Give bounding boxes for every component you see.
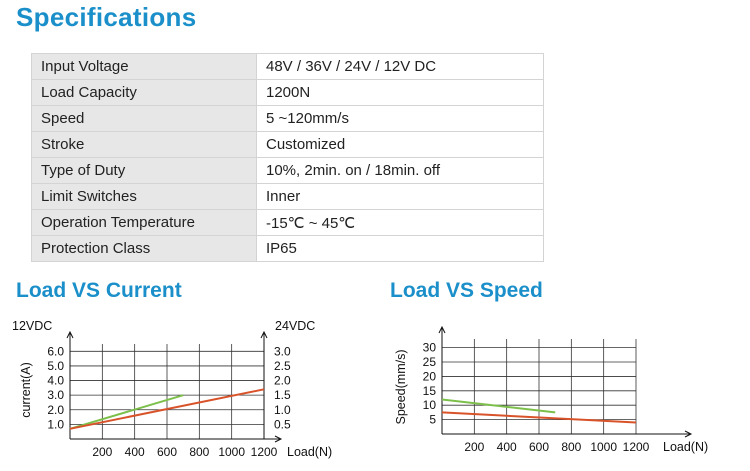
y-axis-label: current(A) bbox=[19, 362, 33, 418]
x-axis-arrow bbox=[684, 430, 693, 438]
spec-row: Protection Class IP65 bbox=[31, 235, 544, 262]
y-tick-label: 5 bbox=[429, 413, 436, 427]
y-tick-label: 30 bbox=[423, 341, 437, 355]
spec-label: Limit Switches bbox=[31, 183, 257, 210]
y-tick-label: 10 bbox=[423, 398, 437, 412]
spec-label: Load Capacity bbox=[31, 79, 257, 106]
x-tick-label: 400 bbox=[497, 440, 517, 454]
load-vs-current-heading: Load VS Current bbox=[16, 279, 182, 302]
series-line bbox=[441, 411, 637, 424]
load-vs-speed-heading: Load VS Speed bbox=[390, 279, 543, 302]
y2-tick-label: 2.5 bbox=[274, 359, 291, 373]
y-tick-label: 3.0 bbox=[47, 388, 64, 402]
right-axis-title: 24VDC bbox=[275, 319, 315, 333]
y2-tick-label: 2.0 bbox=[274, 374, 291, 388]
x-tick-label: 1000 bbox=[218, 445, 245, 459]
x-tick-label: 1000 bbox=[590, 440, 617, 454]
series-line bbox=[69, 388, 265, 430]
y-axis-arrow bbox=[438, 325, 446, 334]
y2-axis-arrow bbox=[260, 330, 268, 339]
specifications-heading: Specifications bbox=[16, 2, 197, 32]
spec-value: Customized bbox=[256, 131, 544, 158]
y2-tick-label: 3.0 bbox=[274, 344, 291, 358]
y-axis-arrow bbox=[66, 330, 74, 339]
x-axis-label: Load(N) bbox=[287, 445, 332, 459]
spec-value: IP65 bbox=[256, 235, 544, 262]
y-tick-label: 20 bbox=[423, 369, 437, 383]
left-axis-title: 12VDC bbox=[12, 319, 52, 333]
x-tick-label: 200 bbox=[464, 440, 484, 454]
series-line bbox=[69, 394, 184, 430]
x-tick-label: 1200 bbox=[623, 440, 650, 454]
y2-tick-label: 1.0 bbox=[274, 403, 291, 417]
spec-value: -15℃ ~ 45℃ bbox=[256, 209, 544, 236]
spec-value: 5 ~120mm/s bbox=[256, 105, 544, 132]
y-tick-label: 4.0 bbox=[47, 374, 64, 388]
series-line bbox=[441, 398, 556, 414]
specifications-table: Input Voltage 48V / 36V / 24V / 12V DC Loa… bbox=[31, 53, 544, 262]
x-tick-label: 600 bbox=[529, 440, 549, 454]
spec-value: Inner bbox=[256, 183, 544, 210]
spec-value: 10%, 2min. on / 18min. off bbox=[256, 157, 544, 184]
y-axis-label: Speed(mm/s) bbox=[394, 349, 408, 424]
y-tick-label: 1.0 bbox=[47, 417, 64, 431]
spec-row: Speed 5 ~120mm/s bbox=[31, 105, 544, 132]
y2-tick-label: 0.5 bbox=[274, 417, 291, 431]
spec-row: Type of Duty 10%, 2min. on / 18min. off bbox=[31, 157, 544, 184]
x-axis-arrow bbox=[274, 435, 283, 443]
x-tick-label: 800 bbox=[561, 440, 581, 454]
x-axis-label: Load(N) bbox=[663, 440, 708, 454]
x-tick-label: 800 bbox=[189, 445, 209, 459]
x-tick-label: 400 bbox=[125, 445, 145, 459]
y-tick-label: 6.0 bbox=[47, 344, 64, 358]
spec-label: Speed bbox=[31, 105, 257, 132]
spec-row: Limit Switches Inner bbox=[31, 183, 544, 210]
spec-label: Stroke bbox=[31, 131, 257, 158]
spec-value: 48V / 36V / 24V / 12V DC bbox=[256, 53, 544, 80]
y-tick-label: 2.0 bbox=[47, 403, 64, 417]
spec-label: Operation Temperature bbox=[31, 209, 257, 236]
spec-value: 1200N bbox=[256, 79, 544, 106]
spec-label: Type of Duty bbox=[31, 157, 257, 184]
y-tick-label: 15 bbox=[423, 384, 437, 398]
x-tick-label: 1200 bbox=[251, 445, 278, 459]
x-tick-label: 600 bbox=[157, 445, 177, 459]
spec-row: Stroke Customized bbox=[31, 131, 544, 158]
y-tick-label: 25 bbox=[423, 355, 437, 369]
spec-row: Load Capacity 1200N bbox=[31, 79, 544, 106]
y-tick-label: 5.0 bbox=[47, 359, 64, 373]
spec-label: Input Voltage bbox=[31, 53, 257, 80]
spec-label: Protection Class bbox=[31, 235, 257, 262]
y2-tick-label: 1.5 bbox=[274, 388, 291, 402]
spec-row: Input Voltage 48V / 36V / 24V / 12V DC bbox=[31, 53, 544, 80]
x-tick-label: 200 bbox=[92, 445, 112, 459]
spec-row: Operation Temperature -15℃ ~ 45℃ bbox=[31, 209, 544, 236]
